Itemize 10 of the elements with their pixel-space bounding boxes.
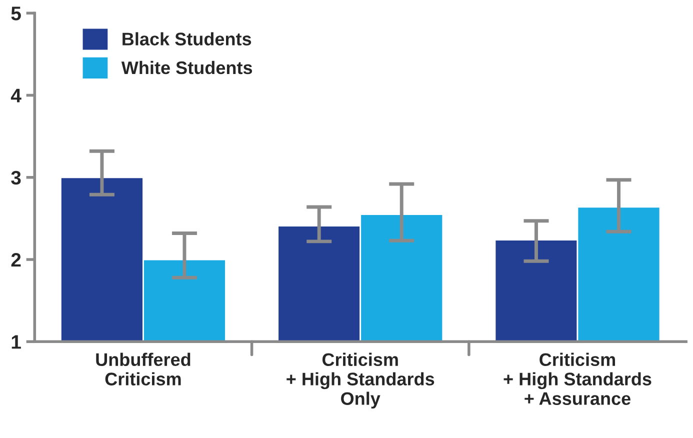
x-tick-label: Unbuffered Criticism <box>96 352 190 386</box>
y-tick-label: 4 <box>10 88 22 102</box>
x-tick-label: Criticism + High Standards Only <box>286 352 434 409</box>
y-tick-label: 5 <box>11 6 21 20</box>
y-tick-label: 2 <box>11 252 21 267</box>
y-tick-label: 1 <box>12 335 21 349</box>
x-tick-label: Criticism + High Standards + Assurance <box>504 352 652 405</box>
legend-label: Black Students <box>122 32 252 46</box>
legend-label: White Students <box>121 60 252 74</box>
y-tick-label: 3 <box>11 170 21 185</box>
